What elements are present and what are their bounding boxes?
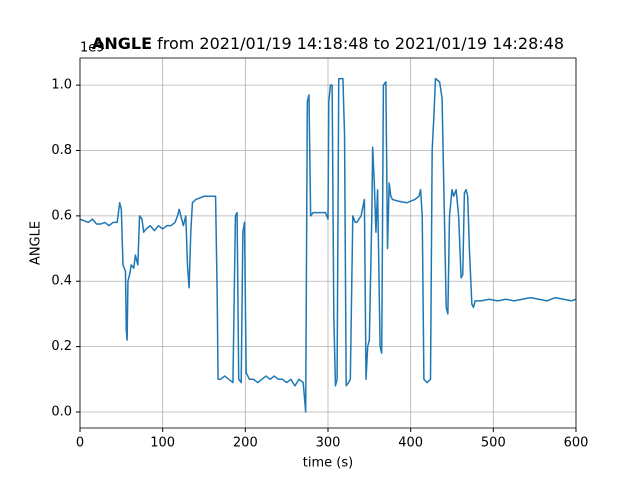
- x-axis-label: time (s): [303, 456, 353, 471]
- y-tick-label: 1.0: [51, 78, 72, 93]
- y-tick-label: 0.6: [51, 208, 72, 223]
- offset-label: 1e9: [80, 41, 105, 56]
- chart-title: ANGLE from 2021/01/19 14:18:48 to 2021/0…: [92, 34, 564, 53]
- x-tick-label: 300: [316, 436, 341, 451]
- x-tick-label: 100: [150, 436, 175, 451]
- y-tick-label: 0.2: [51, 339, 72, 354]
- y-tick-label: 0.0: [51, 404, 72, 419]
- plot-frame: [79, 57, 577, 429]
- x-tick-label: 200: [233, 436, 258, 451]
- data-line: [79, 77, 577, 413]
- y-axis-label: ANGLE: [29, 221, 44, 265]
- title-bold: ANGLE: [92, 34, 152, 53]
- x-tick-label: 400: [398, 436, 423, 451]
- y-tick-label: 0.4: [51, 274, 72, 289]
- x-tick-label: 0: [76, 436, 84, 451]
- x-tick-label: 500: [481, 436, 506, 451]
- y-tick-label: 0.8: [51, 143, 72, 158]
- title-text: from 2021/01/19 14:18:48 to 2021/01/19 1…: [157, 34, 564, 53]
- x-tick-label: 600: [564, 436, 589, 451]
